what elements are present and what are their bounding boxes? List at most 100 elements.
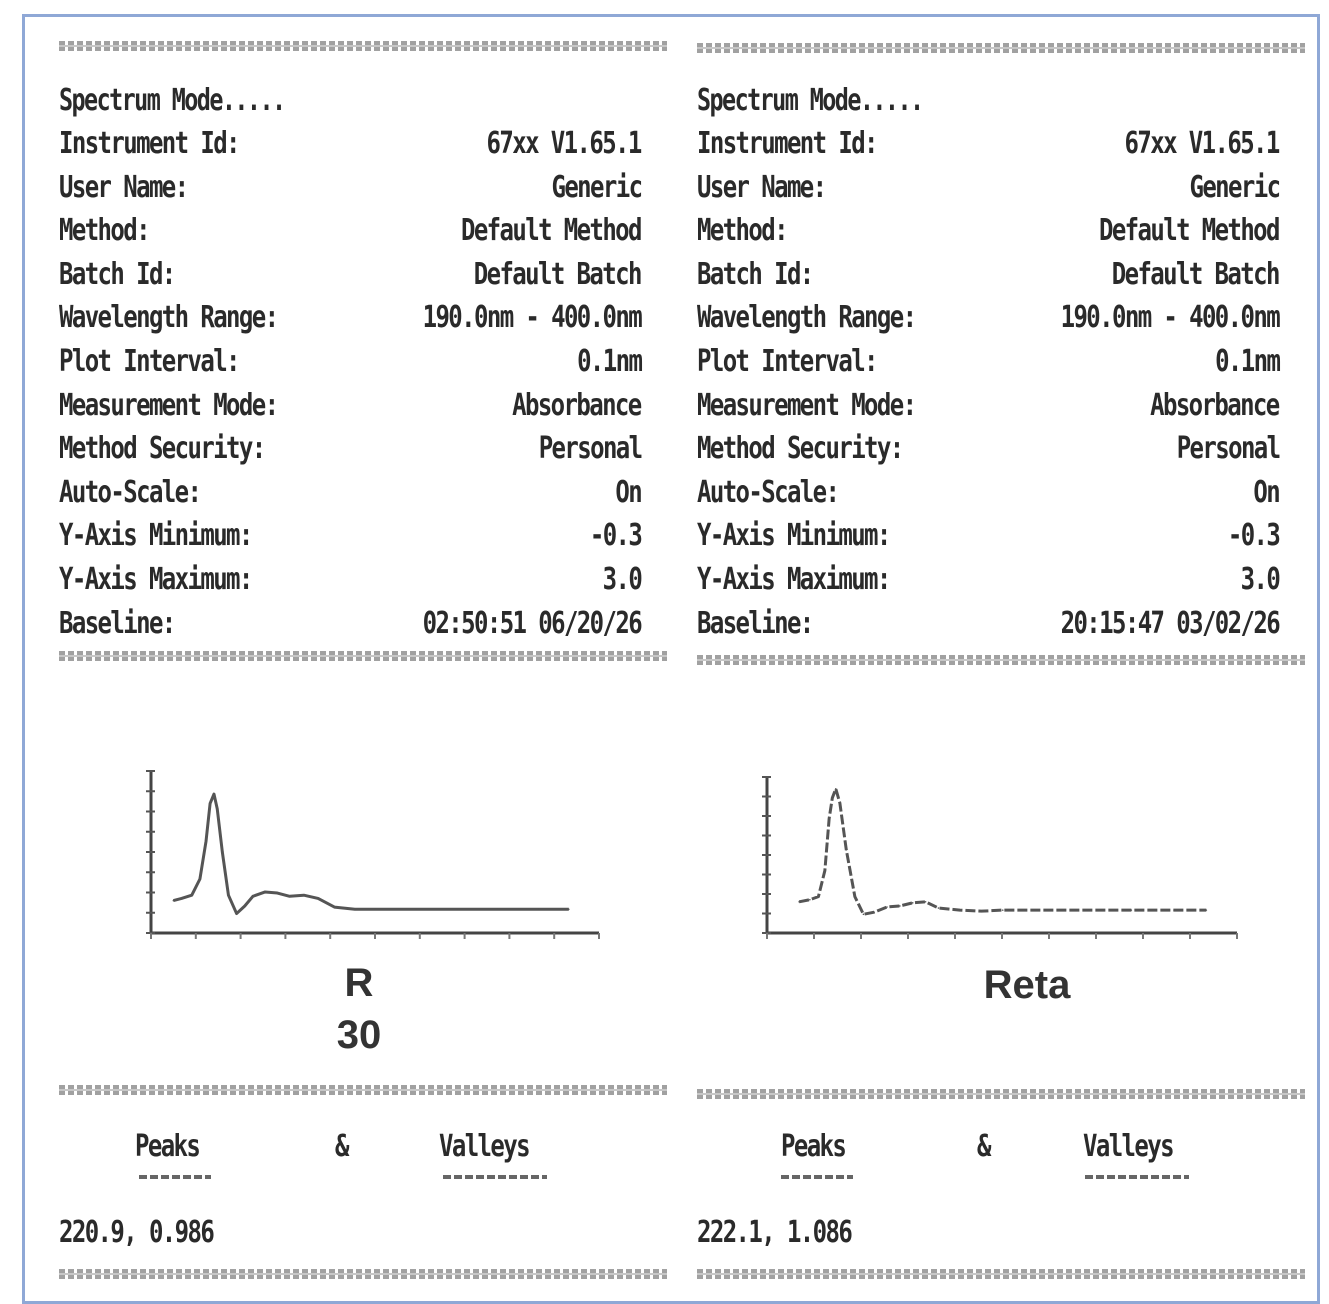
- spectrum-plot-svg: [762, 776, 1238, 939]
- valleys-underline: [443, 1175, 547, 1179]
- data-point: [374, 908, 376, 911]
- data-point: [817, 895, 820, 898]
- field-row: Wavelength Range: 190.0nm - 400.0nm: [697, 300, 1281, 344]
- data-point: [839, 802, 841, 804]
- mode-line: Spectrum Mode.....: [697, 83, 924, 118]
- data-point: [854, 895, 856, 898]
- field-row: User Name: Generic: [59, 169, 643, 214]
- field-value: Absorbance: [1150, 387, 1281, 423]
- field-row: Plot Interval: 0.1nm: [59, 343, 643, 388]
- peaks-label: Peaks: [135, 1129, 201, 1164]
- peaks-valleys-header: Peaks & Valleys: [59, 1129, 667, 1199]
- field-row: Measurement Mode: Absorbance: [59, 388, 643, 432]
- data-point: [415, 908, 417, 911]
- field-label: Instrument Id:: [59, 126, 240, 161]
- data-point: [221, 851, 224, 853]
- data-point: [845, 849, 848, 851]
- field-row: Batch Id: Default Batch: [697, 256, 1281, 301]
- field-label: Method:: [697, 213, 789, 249]
- data-point: [959, 909, 961, 911]
- data-point: [924, 901, 927, 903]
- data-point: [899, 905, 901, 907]
- field-value: Personal: [1176, 431, 1280, 467]
- data-point: [1173, 909, 1175, 911]
- field-label: User Name:: [697, 169, 827, 205]
- data-point: [172, 899, 175, 902]
- field-label: Plot Interval:: [59, 343, 240, 379]
- field-row: Y-Axis Maximum: 3.0: [59, 561, 643, 606]
- right-report-panel: Spectrum Mode..... Instrument Id: 67xx V1…: [697, 17, 1317, 1287]
- data-point: [1087, 909, 1090, 911]
- peaks-valleys-header: Peaks & Valleys: [697, 1129, 1305, 1199]
- left-report-panel: Spectrum Mode..... Instrument Id: 67xx V1…: [59, 17, 679, 1287]
- data-point: [1205, 909, 1208, 911]
- field-label: Method Security:: [59, 431, 266, 467]
- data-point: [199, 878, 201, 880]
- field-row: Baseline: 20:15:47 03/02/26: [697, 605, 1281, 650]
- data-point: [333, 906, 336, 908]
- field-value: 3.0: [1240, 561, 1280, 597]
- field-label: Instrument Id:: [697, 126, 878, 161]
- field-label: Batch Id:: [697, 256, 814, 292]
- data-point: [834, 788, 837, 790]
- instrument-info: Spectrum Mode..... Instrument Id: 67xx V1…: [697, 83, 1281, 650]
- field-value: 0.1nm: [1214, 343, 1281, 379]
- field-row: Baseline: 02:50:51 06/20/26: [59, 605, 643, 650]
- data-point: [243, 905, 246, 907]
- separator-rule: [697, 1269, 1305, 1279]
- data-point: [276, 892, 279, 894]
- separator-rule: [59, 651, 667, 661]
- valleys-underline: [1085, 1175, 1189, 1179]
- separator-rule: [697, 655, 1305, 665]
- data-point: [209, 802, 211, 805]
- field-row: Instrument Id: 67xx V1.65.1: [59, 126, 643, 170]
- printout-frame: Spectrum Mode..... Instrument Id: 67xx V1…: [22, 14, 1320, 1304]
- data-point: [190, 894, 193, 896]
- separator-rule: [59, 1269, 667, 1279]
- data-point: [980, 910, 983, 912]
- field-value: -0.3: [589, 518, 643, 554]
- data-point: [537, 908, 540, 911]
- field-value: 3.0: [602, 561, 642, 597]
- data-point: [873, 911, 875, 913]
- field-value: On: [1253, 474, 1280, 510]
- data-point: [317, 897, 319, 900]
- field-list: Instrument Id: 67xx V1.65.1 User Name: Gene…: [697, 126, 1281, 650]
- field-label: Wavelength Range:: [697, 300, 917, 336]
- field-label: Y-Axis Maximum:: [697, 561, 891, 597]
- data-point: [886, 906, 888, 908]
- data-point: [235, 912, 238, 915]
- field-row: Method: Default Method: [697, 213, 1281, 257]
- field-value: 20:15:47 03/02/26: [1060, 605, 1281, 641]
- field-list: Instrument Id: 67xx V1.65.1 User Name: Gene…: [59, 126, 643, 650]
- spectrum-line: [798, 787, 1207, 916]
- field-value: 67xx V1.65.1: [486, 126, 643, 161]
- data-point: [911, 902, 914, 904]
- field-row: Method Security: Personal: [697, 431, 1281, 475]
- field-value: Default Method: [1099, 213, 1280, 249]
- field-value: Generic: [1189, 169, 1281, 205]
- field-label: User Name:: [59, 169, 189, 205]
- ampersand-label: &: [335, 1129, 349, 1164]
- peak-value: 220.9, 0.986: [59, 1215, 215, 1250]
- data-point: [205, 840, 207, 842]
- data-point: [809, 898, 811, 901]
- peak-value: 222.1, 1.086: [697, 1215, 853, 1250]
- data-point: [568, 908, 570, 911]
- data-point: [1044, 909, 1047, 911]
- field-row: User Name: Generic: [697, 169, 1281, 214]
- field-label: Batch Id:: [59, 256, 176, 292]
- data-point: [1001, 909, 1004, 911]
- data-point: [798, 901, 800, 903]
- field-label: Auto-Scale:: [697, 474, 840, 510]
- field-row: Instrument Id: 67xx V1.65.1: [697, 126, 1281, 170]
- field-label: Auto-Scale:: [59, 474, 202, 510]
- field-row: Batch Id: Default Batch: [59, 256, 643, 301]
- separator-rule: [697, 1089, 1305, 1099]
- sample-label-line2: 30: [336, 1013, 382, 1057]
- field-row: Auto-Scale: On: [697, 474, 1281, 519]
- field-label: Plot Interval:: [697, 343, 878, 379]
- field-label: Baseline:: [59, 605, 176, 641]
- field-value: 0.1nm: [576, 343, 643, 379]
- data-point: [216, 808, 219, 810]
